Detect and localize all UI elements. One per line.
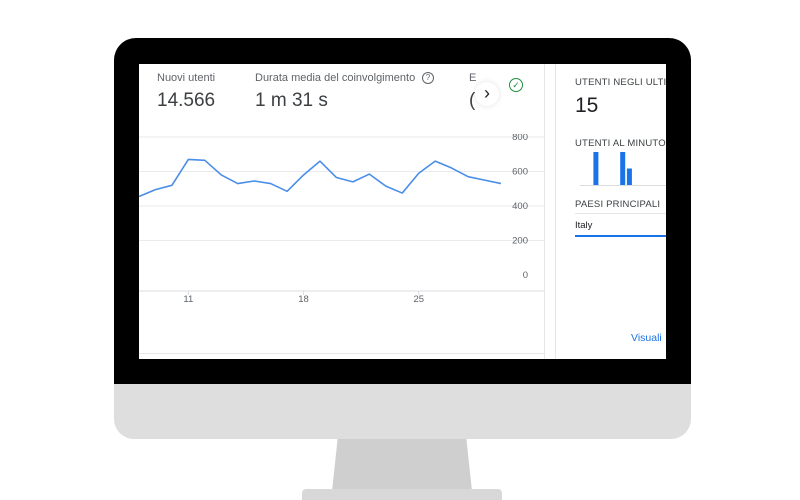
y-tick-label: 200 [512,236,528,247]
minute-bar [620,152,626,185]
country-bar [575,235,666,237]
monitor-stand-foot [302,489,502,500]
x-tick-label: 25 [413,294,424,305]
y-tick-label: 400 [512,201,528,212]
y-tick-label: 600 [512,167,528,178]
monitor-chin [114,384,691,439]
countries-divider [575,213,666,214]
x-tick-label: 11 [183,294,193,305]
metric-value-cutoff: ( [469,90,476,111]
realtime-users-title: UTENTI NEGLI ULTIM [575,77,666,88]
series-line [139,158,502,198]
y-tick-label: 0 [523,270,528,281]
panel-divider [544,64,545,359]
check-circle-icon: ✓ [509,78,523,92]
per-minute-bar-chart [580,152,666,186]
monitor-stand-neck [332,439,472,491]
x-tick-label: 18 [298,294,309,305]
view-realtime-link[interactable]: Visuali [631,332,662,344]
help-circle-icon[interactable]: ? [422,72,434,84]
minute-bar [593,152,599,185]
panel-divider-2 [555,64,556,359]
chevron-right-icon[interactable]: › [475,82,499,106]
metric-label-engagement[interactable]: Durata media del coinvolgimento [255,72,416,84]
panel-bottom-border [139,353,544,354]
y-tick-label: 800 [512,134,528,143]
per-minute-title: UTENTI AL MINUTO [575,138,666,149]
metric-value-engagement: 1 m 31 s [255,90,328,111]
metric-label-cutoff: E [469,72,477,84]
minute-bar [626,168,632,185]
countries-title: PAESI PRINCIPALI [575,199,661,210]
line-chart: 800 600 400 200 0 11 18 25 [139,134,544,305]
country-row[interactable]: Italy [575,220,593,231]
analytics-screen: Nuovi utenti 14.566 Durata media del coi… [139,64,666,359]
metric-value-new-users: 14.566 [157,90,216,111]
realtime-users-value: 15 [575,94,599,117]
metric-label-new-users[interactable]: Nuovi utenti [157,72,216,84]
